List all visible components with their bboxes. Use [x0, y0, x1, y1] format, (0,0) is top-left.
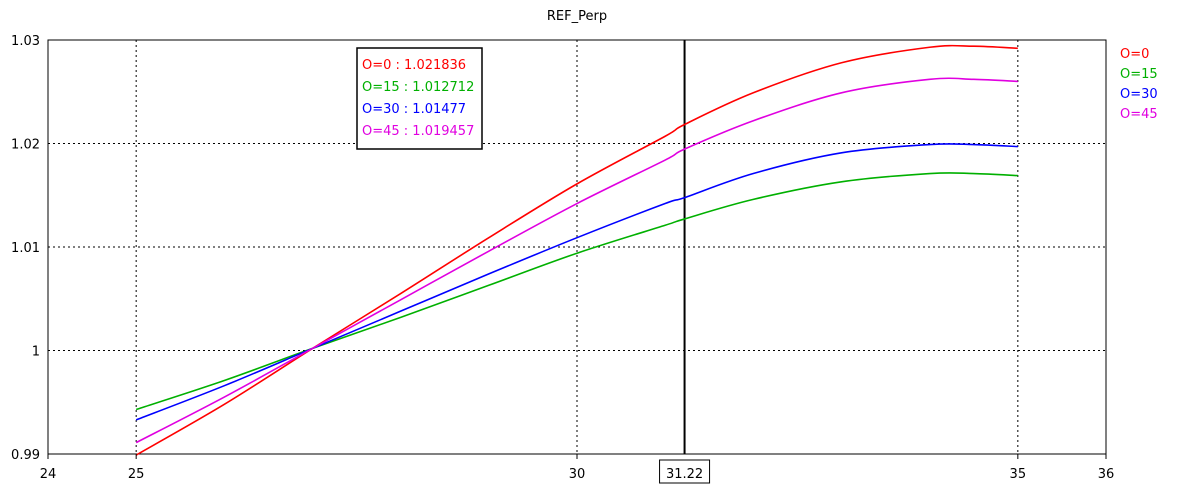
legend-item: O=15 [1120, 67, 1158, 82]
x-tick-label: 30 [569, 467, 586, 482]
readout-entry: O=0 : 1.021836 [362, 58, 466, 73]
series-line-o-45 [135, 77, 1018, 444]
y-tick-label: 1 [32, 345, 40, 360]
legend-item: O=0 [1120, 47, 1149, 62]
y-tick-label: 1.01 [11, 241, 40, 256]
readout-box [356, 47, 483, 150]
chart-title: REF_Perp [547, 9, 607, 24]
grid [48, 40, 1106, 454]
legend-item: O=45 [1120, 107, 1158, 122]
cursor-readout: O=0 : 1.021836 O=15 : 1.012712 O=30 : 1.01… [356, 47, 483, 150]
x-tick-label: 24 [40, 467, 57, 482]
x-tick-label: 36 [1098, 467, 1115, 482]
y-tick-label: 1.03 [11, 34, 40, 49]
cursor-label: 31.22 [666, 467, 703, 482]
y-tick-label: 0.99 [11, 448, 40, 463]
legend-item: O=30 [1120, 87, 1158, 102]
x-tick-label: 25 [128, 467, 145, 482]
axes: 24 25 30 35 36 0.99 1 1.01 1.02 1.03 [11, 34, 1114, 482]
series-lines [135, 44, 1018, 456]
readout-entry: O=30 : 1.01477 [362, 102, 466, 117]
x-tick-label: 35 [1010, 467, 1027, 482]
legend: O=0 O=15 O=30 O=45 [1120, 47, 1158, 122]
readout-entry: O=45 : 1.019457 [362, 124, 474, 139]
y-tick-label: 1.02 [11, 138, 40, 153]
readout-entry: O=15 : 1.012712 [362, 80, 474, 95]
cursor[interactable]: 31.22 [659, 40, 711, 484]
cursor-label-box [659, 459, 711, 484]
